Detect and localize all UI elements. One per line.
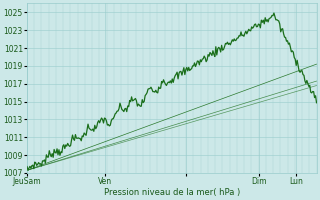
X-axis label: Pression niveau de la mer( hPa ): Pression niveau de la mer( hPa ) xyxy=(104,188,240,197)
